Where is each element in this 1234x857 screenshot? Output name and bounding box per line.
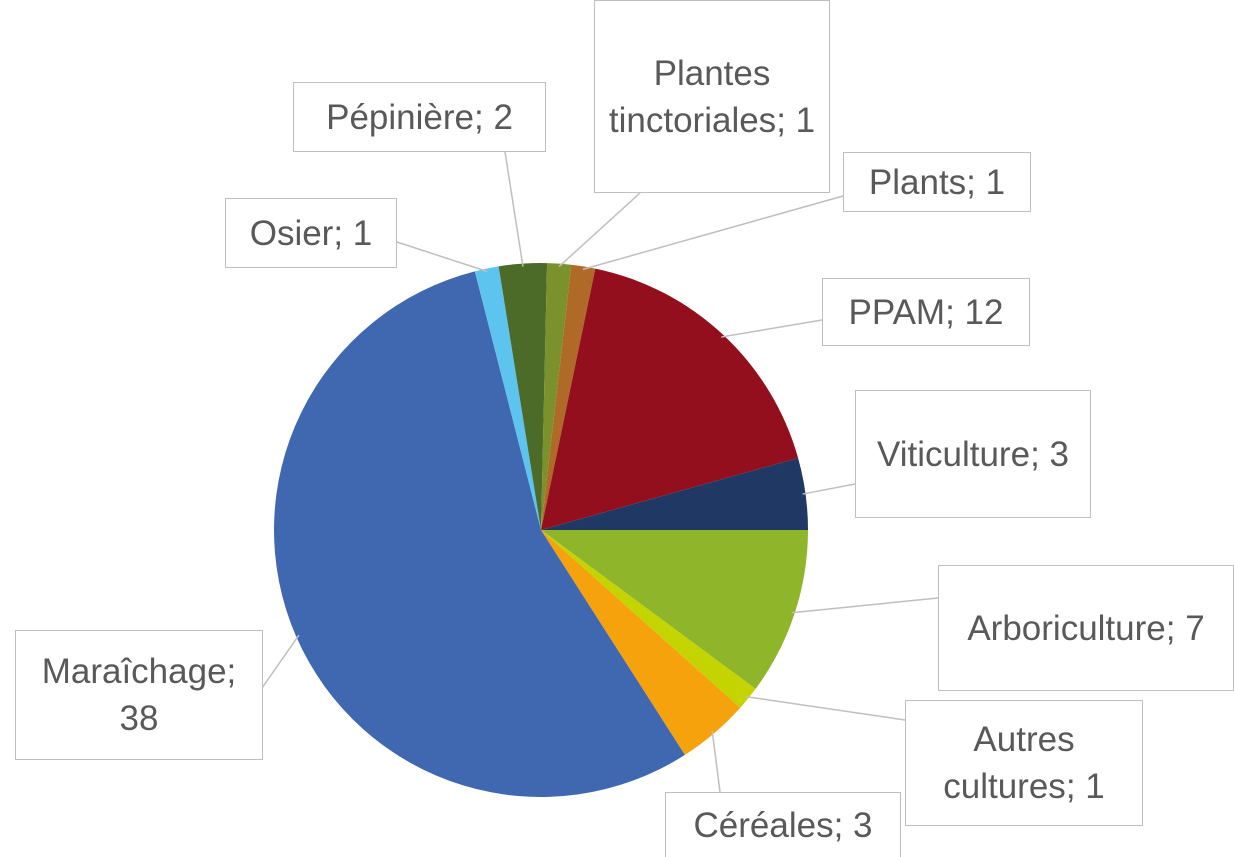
label-separator: ; xyxy=(1065,767,1086,806)
value-label: 38 xyxy=(119,699,159,738)
label-text: Plantes tinctoriales; 1 xyxy=(601,50,823,144)
category-name: Autres cultures xyxy=(943,720,1075,806)
label-separator: ; xyxy=(945,292,965,332)
pie-slice xyxy=(541,530,756,708)
leader-line xyxy=(396,241,488,273)
category-name: Céréales xyxy=(693,805,834,845)
label-separator: ; xyxy=(1165,608,1186,648)
label-separator: ; xyxy=(473,97,494,137)
data-label: Arboriculture; 7 xyxy=(938,565,1234,691)
value-label: 1 xyxy=(352,213,373,253)
label-text: Maraîchage; 38 xyxy=(22,648,256,742)
data-label: Maraîchage; 38 xyxy=(15,630,263,760)
data-label: Plantes tinctoriales; 1 xyxy=(594,0,830,193)
label-text: Osier; 1 xyxy=(250,210,373,257)
category-name: Viticulture xyxy=(877,434,1031,474)
leader-line xyxy=(711,730,721,793)
value-label: 3 xyxy=(1049,434,1069,474)
label-text: Pépinière; 2 xyxy=(326,94,513,141)
category-name: Plantes tinctoriales xyxy=(608,53,777,140)
pie-slice xyxy=(541,264,596,530)
leader-line xyxy=(261,634,300,689)
pie-slice xyxy=(541,263,572,530)
leader-line xyxy=(582,195,844,271)
leader-line xyxy=(802,483,856,495)
label-separator: ; xyxy=(833,805,854,845)
leader-line xyxy=(791,597,939,614)
category-name: Osier xyxy=(249,213,334,253)
data-label: Plants; 1 xyxy=(843,152,1031,212)
data-label: Viticulture; 3 xyxy=(855,390,1091,518)
category-name: Maraîchage xyxy=(41,652,227,691)
pie-slice xyxy=(541,457,808,530)
category-name: PPAM xyxy=(848,292,946,332)
label-text: PPAM; 12 xyxy=(849,289,1004,336)
value-label: 7 xyxy=(1185,608,1205,648)
label-separator: ; xyxy=(1030,434,1050,474)
label-text: Viticulture; 3 xyxy=(877,431,1069,478)
pie-slice xyxy=(498,263,548,530)
label-text: Céréales; 3 xyxy=(694,802,873,849)
pie-slice xyxy=(541,530,741,755)
leader-line xyxy=(558,192,641,268)
leader-line xyxy=(504,151,524,267)
label-text: Plants; 1 xyxy=(869,159,1005,206)
pie-slice xyxy=(541,530,809,689)
data-label: PPAM; 12 xyxy=(822,278,1030,346)
label-text: Arboriculture; 7 xyxy=(967,605,1204,652)
pie-slice xyxy=(541,268,799,530)
value-label: 1 xyxy=(985,162,1006,202)
label-separator: ; xyxy=(966,162,986,202)
pie-slice xyxy=(474,266,541,530)
value-label: 2 xyxy=(493,97,513,137)
category-name: Pépinière xyxy=(326,97,474,137)
data-label: Pépinière; 2 xyxy=(293,82,546,152)
label-separator: ; xyxy=(333,213,353,253)
label-separator: ; xyxy=(226,652,237,691)
value-label: 1 xyxy=(1085,767,1105,806)
value-label: 3 xyxy=(853,805,873,845)
leader-line xyxy=(745,695,906,721)
data-label: Céréales; 3 xyxy=(665,792,901,857)
data-label: Autres cultures; 1 xyxy=(905,700,1143,826)
category-name: Arboriculture xyxy=(967,608,1166,648)
value-label: 12 xyxy=(964,292,1004,332)
category-name: Plants xyxy=(868,162,967,202)
label-separator: ; xyxy=(776,100,796,140)
leader-line xyxy=(721,319,823,338)
label-text: Autres cultures; 1 xyxy=(912,716,1136,810)
value-label: 1 xyxy=(795,100,816,140)
pie-slice xyxy=(274,271,685,797)
data-label: Osier; 1 xyxy=(225,198,397,268)
